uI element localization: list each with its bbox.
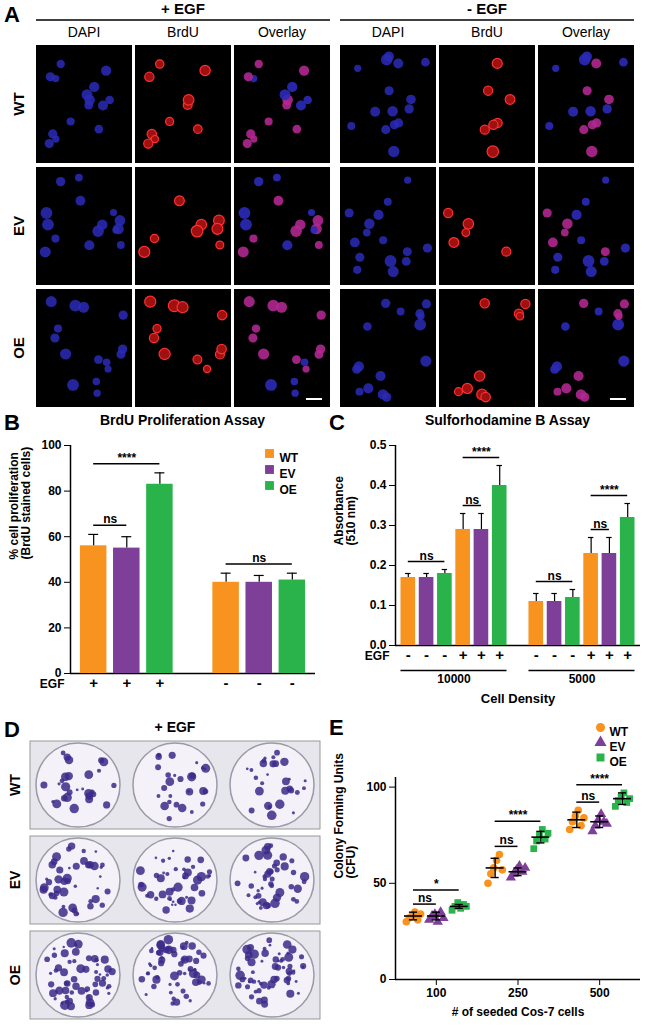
svg-text:Overlay: Overlay [562,24,610,40]
svg-text:Overlay: Overlay [258,24,306,40]
svg-text:****: **** [509,808,528,822]
svg-text:+: + [623,646,632,663]
svg-text:-: - [570,646,575,663]
svg-text:0.0: 0.0 [369,638,387,653]
svg-text:0.1: 0.1 [370,598,387,612]
svg-text:+: + [477,646,486,663]
svg-text:10000: 10000 [437,672,471,686]
svg-text:250: 250 [508,986,528,1000]
svg-text:+: + [89,674,98,691]
svg-text:-: - [534,646,539,663]
svg-text:A: A [4,2,20,27]
svg-text:ns: ns [103,512,117,526]
svg-text:****: **** [117,451,136,465]
svg-text:OE: OE [7,965,23,985]
svg-text:Absorbance(510 nm): Absorbance(510 nm) [332,476,358,546]
svg-text:BrdU: BrdU [471,24,503,40]
html-text:B: B [4,410,20,435]
svg-text:+: + [605,646,614,663]
svg-text:0.3: 0.3 [370,518,387,532]
svg-text:+ EGF: + EGF [161,0,205,17]
svg-text:OE: OE [10,337,27,359]
svg-text:0.4: 0.4 [370,478,387,492]
svg-text:+: + [587,646,596,663]
svg-text:ns: ns [500,833,514,847]
svg-text:-: - [424,646,429,663]
svg-text:ns: ns [418,891,432,905]
svg-text:*: * [434,877,439,891]
svg-text:ns: ns [548,569,562,583]
svg-text:EV: EV [610,740,626,754]
svg-text:0: 0 [380,972,387,986]
svg-text:60: 60 [48,530,62,544]
svg-text:DAPI: DAPI [68,24,101,40]
svg-text:OE: OE [610,755,627,769]
svg-text:+: + [122,674,131,691]
svg-text:EV: EV [7,870,23,889]
svg-text:-: - [552,646,557,663]
svg-text:-: - [224,674,229,691]
svg-text:ns: ns [465,493,479,507]
svg-text:0.2: 0.2 [370,558,387,572]
svg-text:-: - [442,646,447,663]
svg-text:ns: ns [252,551,266,565]
svg-text:100: 100 [366,780,386,794]
svg-text:ns: ns [581,789,595,803]
svg-text:+: + [459,646,468,663]
svg-text:EV: EV [280,467,296,481]
svg-text:WT: WT [280,451,299,465]
svg-text:50: 50 [373,876,387,890]
svg-text:+: + [156,674,165,691]
svg-text:- EGF: - EGF [467,0,507,17]
svg-text:100: 100 [41,438,61,452]
svg-text:ns: ns [593,517,607,531]
svg-text:0.5: 0.5 [370,438,387,452]
svg-text:80: 80 [48,484,62,498]
html-text:BrdU Proliferation Assay: BrdU Proliferation Assay [99,412,266,428]
svg-text:0: 0 [54,666,62,681]
svg-text:BrdU: BrdU [167,24,199,40]
svg-text:-: - [290,674,295,691]
html-text:Sulforhodamine B Assay: Sulforhodamine B Assay [424,412,591,428]
svg-text:-: - [257,674,262,691]
svg-text:WT: WT [610,725,629,739]
html-text:C: C [329,410,345,435]
svg-text:+ EGF: + EGF [155,719,196,735]
html-text:E: E [329,715,344,740]
svg-text:-: - [406,646,411,663]
svg-text:% cell proliferation(BrdU stai: % cell proliferation(BrdU stained cells) [7,447,33,560]
svg-text:EV: EV [10,216,27,236]
svg-text:20: 20 [48,621,62,635]
svg-text:OE: OE [280,483,297,497]
svg-text:Cell Density: Cell Density [481,691,556,706]
svg-text:****: **** [472,445,491,459]
svg-text:WT: WT [10,92,27,115]
svg-text:EGF: EGF [40,677,65,691]
svg-text:****: **** [590,772,609,786]
svg-text:5000: 5000 [569,672,596,686]
svg-text:WT: WT [7,774,23,796]
svg-text:Colony Forming Units(CFU): Colony Forming Units(CFU) [332,753,358,879]
svg-text:100: 100 [426,986,446,1000]
svg-text:D: D [4,717,20,742]
svg-text:EGF: EGF [365,649,390,663]
svg-text:40: 40 [48,575,62,589]
svg-text:ns: ns [420,549,434,563]
svg-text:# of seeded Cos-7 cells: # of seeded Cos-7 cells [452,1005,585,1019]
svg-text:DAPI: DAPI [372,24,405,40]
svg-text:500: 500 [590,986,610,1000]
svg-text:****: **** [600,483,619,497]
svg-text:+: + [495,646,504,663]
